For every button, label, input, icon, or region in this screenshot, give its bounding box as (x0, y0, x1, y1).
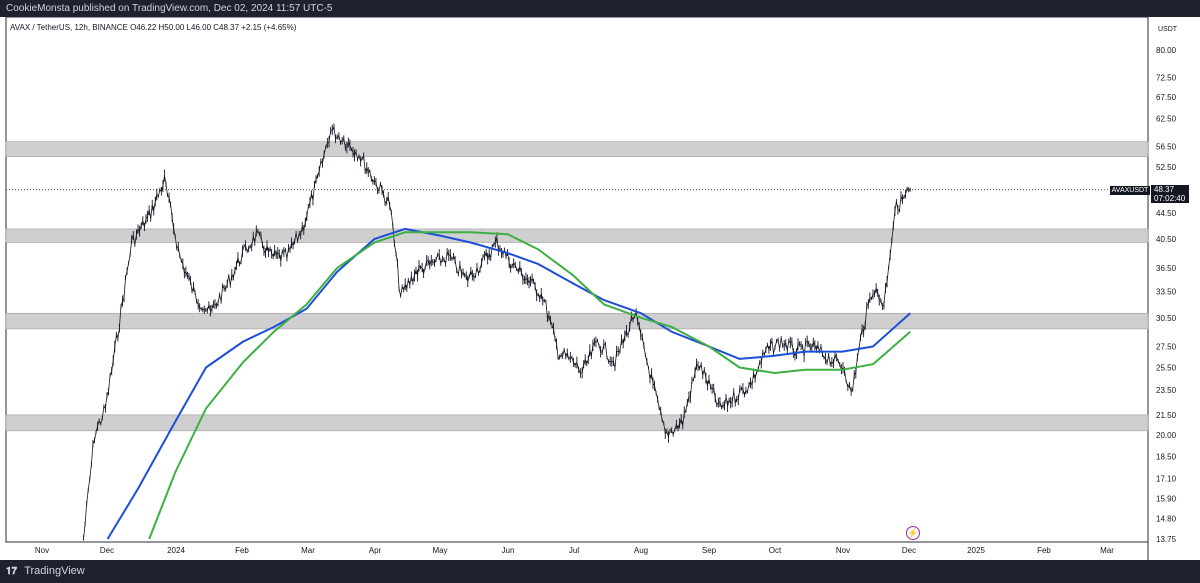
x-tick-label: May (432, 546, 447, 555)
y-tick-label: 36.50 (1156, 264, 1177, 273)
x-tick-label: Apr (369, 546, 382, 555)
symbol-info: AVAX / TetherUS, 12h, BINANCE (10, 23, 128, 32)
ma-slow-line (148, 231, 911, 540)
y-tick-label: 80.00 (1156, 46, 1177, 55)
tv-logo-icon: 𝟏𝟕 (6, 566, 18, 577)
x-tick-label: Nov (836, 546, 850, 555)
x-tick-label: Mar (301, 546, 315, 555)
publisher-text: CookieMonsta published on TradingView.co… (6, 3, 333, 14)
y-tick-label: 72.50 (1156, 73, 1177, 82)
x-tick-label: Sep (702, 546, 717, 555)
zone-band-4 (5, 414, 1149, 432)
x-tick-label: 2024 (167, 546, 185, 555)
x-tick-label: Feb (1037, 546, 1051, 555)
x-tick-label: Nov (35, 546, 49, 555)
y-tick-label: 52.50 (1156, 163, 1177, 172)
y-tick-label: 44.50 (1156, 209, 1177, 218)
y-tick-label: 20.00 (1156, 431, 1177, 440)
y-tick-label: 33.50 (1156, 288, 1177, 297)
y-tick-label: 25.50 (1156, 363, 1177, 372)
x-tick-label: Feb (235, 546, 249, 555)
y-tick-label: 15.90 (1156, 495, 1177, 504)
zone-band-1 (5, 141, 1149, 157)
y-tick-label: 13.75 (1156, 535, 1177, 544)
zone-band-3 (5, 312, 1149, 330)
publisher-bar: CookieMonsta published on TradingView.co… (0, 0, 1200, 17)
y-tick-label: 62.50 (1156, 115, 1177, 124)
ohlc-readout: O46.22 H50.00 L46.00 C48.37 +2.15 (+4.65… (130, 23, 297, 32)
y-tick-label: 17.10 (1156, 474, 1177, 483)
bar-countdown: 07:02:40 (1151, 194, 1189, 203)
symbol-line: AVAX / TetherUS, 12h, BINANCE O46.22 H50… (10, 23, 296, 32)
last-price-label: 48.37 (1151, 185, 1189, 194)
y-tick-label: 67.50 (1156, 93, 1177, 102)
zone-band-2 (5, 228, 1149, 243)
x-tick-label: 2025 (967, 546, 985, 555)
y-tick-label: 18.50 (1156, 453, 1177, 462)
lightning-icon[interactable]: ⚡ (906, 526, 920, 540)
x-tick-label: Oct (769, 546, 782, 555)
footer-brand: TradingView (24, 565, 85, 577)
currency-unit: USDT (1158, 26, 1178, 33)
y-tick-label: 27.50 (1156, 343, 1177, 352)
y-tick-label: 56.50 (1156, 143, 1177, 152)
y-tick-label: 40.50 (1156, 235, 1177, 244)
x-tick-label: Mar (1100, 546, 1114, 555)
x-tick-label: Jun (502, 546, 515, 555)
footer-bar: 𝟏𝟕 TradingView (0, 560, 1200, 583)
x-tick-label: Dec (902, 546, 916, 555)
x-tick-label: Jul (569, 546, 579, 555)
y-tick-label: 21.50 (1156, 411, 1177, 420)
symbol-price-tag: AVAXUSDT (1110, 186, 1150, 195)
y-tick-label: 30.50 (1156, 314, 1177, 323)
x-tick-label: Dec (100, 546, 114, 555)
y-tick-label: 14.80 (1156, 515, 1177, 524)
x-tick-label: Aug (634, 546, 648, 555)
chart-area[interactable]: 80.0072.5067.5062.5056.5052.5048.5044.50… (0, 17, 1200, 560)
price-chart[interactable]: 80.0072.5067.5062.5056.5052.5048.5044.50… (0, 17, 1200, 560)
ma-fast-line (106, 227, 911, 540)
price-series-line (83, 125, 911, 538)
y-tick-label: 23.50 (1156, 386, 1177, 395)
